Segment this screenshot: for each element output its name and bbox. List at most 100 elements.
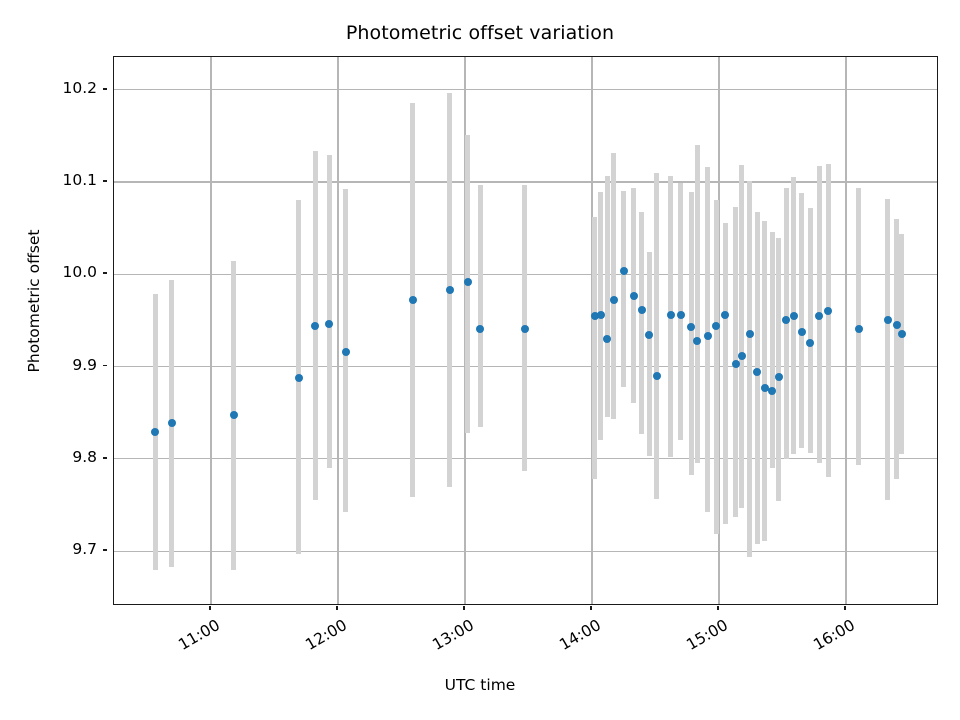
error-bar xyxy=(894,218,900,480)
x-tick-label: 13:00 xyxy=(429,616,478,654)
error-bar xyxy=(799,193,805,448)
y-tick-label: 9.7 xyxy=(72,540,97,559)
x-tick-label: 12:00 xyxy=(302,616,351,654)
error-bar xyxy=(762,220,768,541)
x-gridline xyxy=(718,57,720,604)
y-tick-label: 10.1 xyxy=(62,171,97,190)
data-point xyxy=(408,296,417,305)
x-tick-mark xyxy=(463,606,465,610)
error-bar xyxy=(885,198,891,501)
error-bar xyxy=(739,165,745,508)
x-tick-label: 16:00 xyxy=(810,616,859,654)
error-bar xyxy=(807,207,813,454)
data-point xyxy=(229,411,238,420)
y-axis-label: Photometric offset xyxy=(25,229,43,373)
data-point xyxy=(806,338,815,347)
y-tick-label: 10.0 xyxy=(62,263,97,282)
data-point xyxy=(151,428,160,437)
data-point xyxy=(676,310,685,319)
x-axis-tick-labels: 11:00 12:00 13:00 14:00 15:00 16:00 xyxy=(113,606,938,676)
data-point xyxy=(753,368,762,377)
y-tick-mark xyxy=(103,549,107,551)
error-bar xyxy=(754,212,760,544)
data-point xyxy=(590,311,599,320)
y-tick-label: 10.2 xyxy=(62,78,97,97)
data-point xyxy=(731,359,740,368)
x-gridline xyxy=(464,57,466,604)
y-axis-tick-labels: 10.2 10.1 10.0 9.9 9.8 9.7 xyxy=(43,56,107,605)
data-point xyxy=(596,310,605,319)
y-tick-mark xyxy=(103,457,107,459)
x-tick-mark xyxy=(209,606,211,610)
x-tick-mark xyxy=(717,606,719,610)
y-gridline xyxy=(114,181,937,183)
y-tick-mark xyxy=(103,180,107,182)
error-bar xyxy=(825,164,831,478)
y-tick-label: 9.8 xyxy=(72,447,97,466)
data-point xyxy=(774,372,783,381)
data-point xyxy=(463,277,472,286)
error-bar xyxy=(639,211,645,434)
x-gridline xyxy=(845,57,847,604)
plot-axes-area xyxy=(113,56,938,605)
y-gridline xyxy=(114,550,937,552)
data-point xyxy=(167,418,176,427)
x-tick-mark xyxy=(336,606,338,610)
error-bar xyxy=(654,172,660,499)
data-point xyxy=(693,336,702,345)
error-bar xyxy=(326,155,332,469)
data-point xyxy=(325,320,334,329)
error-bar xyxy=(688,192,694,476)
y-tick-mark xyxy=(103,87,107,90)
data-point xyxy=(854,324,863,333)
data-point xyxy=(629,291,638,300)
error-bar xyxy=(713,199,719,534)
data-point xyxy=(797,327,806,336)
data-point xyxy=(892,321,901,330)
error-bar xyxy=(604,176,610,418)
x-axis-label: UTC time xyxy=(444,676,516,694)
error-bar xyxy=(694,145,700,464)
data-point xyxy=(520,324,529,333)
data-point xyxy=(603,334,612,343)
data-point xyxy=(476,324,485,333)
x-tick-mark xyxy=(590,606,592,610)
error-bar xyxy=(722,222,728,525)
error-bar xyxy=(776,238,782,502)
y-tick-mark xyxy=(103,364,107,367)
error-bar xyxy=(646,252,652,457)
data-point xyxy=(712,321,721,330)
data-point xyxy=(815,311,824,320)
x-tick-mark xyxy=(844,606,846,610)
error-bar xyxy=(899,233,905,455)
x-tick-label: 14:00 xyxy=(556,616,605,654)
data-point xyxy=(445,285,454,294)
x-gridline xyxy=(210,57,212,604)
data-point xyxy=(294,373,303,382)
data-point xyxy=(782,315,791,324)
x-gridline xyxy=(337,57,339,604)
data-point xyxy=(897,330,906,339)
data-point xyxy=(789,311,798,320)
y-tick-mark xyxy=(103,272,107,275)
data-point xyxy=(666,310,675,319)
y-tick-label: 9.9 xyxy=(72,355,97,374)
error-bar xyxy=(611,153,617,420)
y-gridline xyxy=(114,89,937,91)
x-gridline xyxy=(591,57,593,604)
data-point xyxy=(760,383,769,392)
data-point xyxy=(311,321,320,330)
data-point xyxy=(637,306,646,315)
data-point xyxy=(737,352,746,361)
error-bar xyxy=(621,191,627,387)
data-point xyxy=(652,371,661,380)
x-tick-label: 15:00 xyxy=(683,616,732,654)
data-point xyxy=(687,322,696,331)
data-point xyxy=(703,332,712,341)
data-point xyxy=(721,310,730,319)
data-point xyxy=(768,386,777,395)
x-tick-label: 11:00 xyxy=(175,616,224,654)
data-point xyxy=(609,296,618,305)
data-point xyxy=(824,307,833,316)
